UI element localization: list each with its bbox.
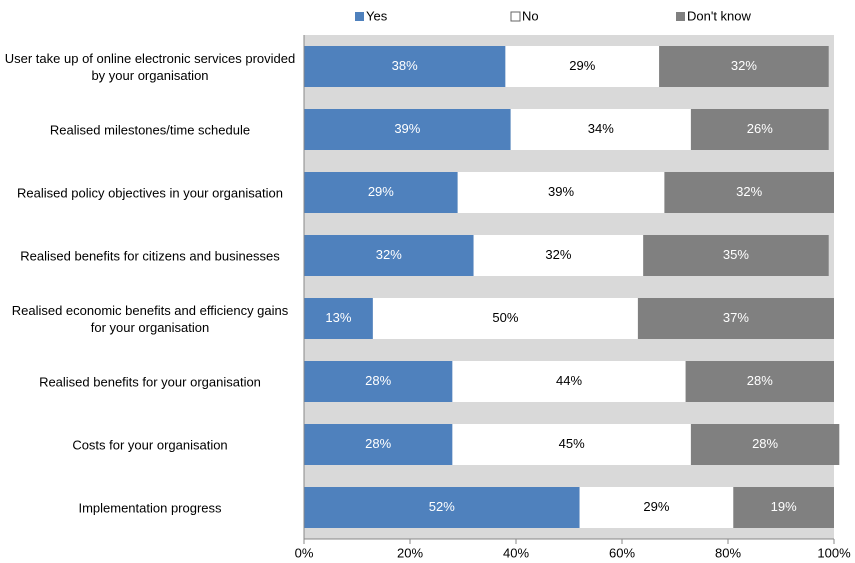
bar-segment [685,361,834,402]
data-label: 50% [492,310,518,325]
bar-segment [690,424,840,465]
x-tick-label: 100% [817,545,851,560]
data-label: 28% [365,436,391,451]
bar-segment [304,298,373,339]
legend-label: Yes [366,8,388,23]
data-label: 45% [559,436,585,451]
bar-segment [372,298,638,339]
x-tick-label: 60% [609,545,635,560]
data-label: 29% [368,184,394,199]
data-label: 29% [569,58,595,73]
category-label: Realised benefits for your organisation [39,374,261,389]
data-label: 52% [429,499,455,514]
bar-segment [304,424,453,465]
bar-segment [690,109,829,150]
bar-segment [304,109,511,150]
bar-segment [664,172,834,213]
bar-segment [505,46,660,87]
data-label: 39% [548,184,574,199]
bar-segment [473,235,644,276]
data-label: 34% [588,121,614,136]
data-label: 32% [736,184,762,199]
bar-segment [579,487,734,528]
category-label: Realised milestones/time schedule [49,122,251,137]
data-label: 29% [643,499,669,514]
data-label: 28% [365,373,391,388]
bar-segment [733,487,834,528]
category-label: Realised economic benefits and efficienc… [11,302,289,335]
data-label: 13% [325,310,351,325]
x-tick-label: 0% [295,545,314,560]
data-label: 19% [771,499,797,514]
category-label: User take up of online electronic servic… [4,50,296,83]
legend-swatch [510,11,521,22]
category-label: Costs for your organisation [72,437,228,452]
legend-swatch [355,12,364,21]
bar-segment [304,172,458,213]
bar-segment [457,172,665,213]
data-label: 44% [556,373,582,388]
data-label: 26% [747,121,773,136]
category-label: Implementation progress [78,500,222,515]
bar-segment [304,235,474,276]
data-label: 38% [392,58,418,73]
x-tick-label: 40% [503,545,529,560]
data-label: 32% [376,247,402,262]
bar-segment [510,109,691,150]
data-label: 35% [723,247,749,262]
data-label: 37% [723,310,749,325]
bar-segment [304,46,506,87]
category-label: Realised policy objectives in your organ… [17,185,283,200]
bar-segment [643,235,829,276]
legend-swatch [676,12,685,21]
data-label: 28% [752,436,778,451]
category-label: Realised benefits for citizens and busin… [20,248,280,263]
legend-label: Don't know [687,8,752,23]
bar-segment [304,361,453,402]
bar-segment [637,298,834,339]
bar-segment [304,487,580,528]
data-label: 32% [731,58,757,73]
data-label: 32% [545,247,571,262]
bar-segment [659,46,829,87]
data-label: 39% [394,121,420,136]
x-tick-label: 80% [715,545,741,560]
data-label: 28% [747,373,773,388]
x-tick-label: 20% [397,545,423,560]
bar-segment [452,361,686,402]
legend-label: No [522,8,539,23]
bar-segment [452,424,691,465]
